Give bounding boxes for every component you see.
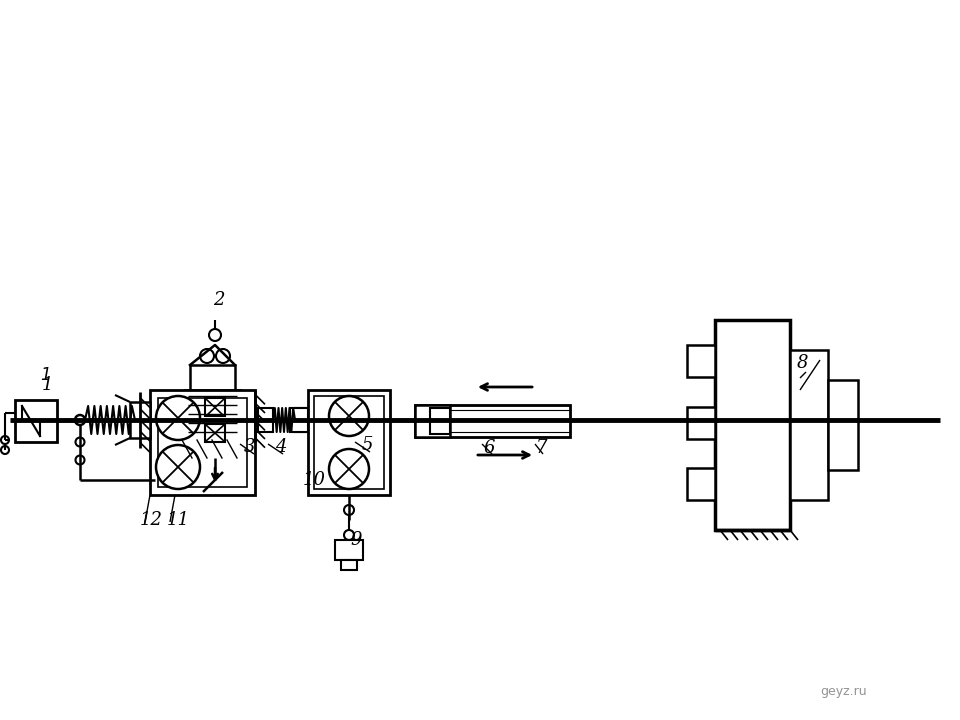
Circle shape — [209, 329, 221, 341]
Text: 3: 3 — [244, 438, 255, 456]
Bar — [258, 408, 273, 432]
Bar — [687, 407, 715, 439]
Bar — [335, 540, 363, 560]
Circle shape — [216, 349, 230, 363]
Bar — [687, 468, 715, 500]
Bar — [308, 390, 390, 495]
Text: 12: 12 — [140, 511, 163, 529]
Text: 11: 11 — [167, 511, 190, 529]
Text: 9: 9 — [350, 531, 362, 549]
Bar — [415, 405, 450, 437]
Bar — [290, 408, 308, 432]
Circle shape — [329, 396, 369, 436]
Bar — [415, 405, 570, 437]
Circle shape — [1, 436, 9, 444]
Bar — [687, 345, 715, 377]
Text: 5: 5 — [362, 436, 373, 454]
Circle shape — [1, 446, 9, 454]
Text: 10: 10 — [303, 471, 326, 489]
Text: 1: 1 — [42, 376, 54, 394]
Bar — [828, 380, 858, 470]
Bar — [205, 424, 225, 442]
Bar — [15, 400, 57, 442]
Bar — [295, 408, 310, 432]
Bar — [150, 390, 255, 495]
Bar — [341, 560, 357, 570]
Bar — [790, 350, 828, 500]
Bar — [430, 408, 450, 434]
Circle shape — [344, 505, 354, 515]
Bar — [314, 396, 384, 489]
Circle shape — [76, 438, 84, 446]
Circle shape — [156, 445, 200, 489]
Circle shape — [156, 396, 200, 440]
Bar — [180, 440, 245, 458]
Text: 8: 8 — [797, 354, 808, 372]
Bar — [715, 320, 790, 530]
Text: 6: 6 — [483, 439, 494, 457]
Bar — [185, 390, 240, 442]
Text: 1: 1 — [40, 366, 51, 384]
Text: 7: 7 — [536, 439, 547, 457]
Text: 4: 4 — [275, 438, 286, 456]
Text: geyz.ru: geyz.ru — [820, 685, 867, 698]
Bar — [205, 398, 225, 416]
Bar — [190, 365, 235, 390]
Circle shape — [200, 349, 214, 363]
Circle shape — [76, 456, 84, 464]
Circle shape — [75, 415, 85, 425]
Circle shape — [344, 530, 354, 540]
Text: 2: 2 — [213, 291, 225, 309]
Bar — [130, 402, 150, 438]
Circle shape — [329, 449, 369, 489]
Bar — [158, 398, 247, 487]
